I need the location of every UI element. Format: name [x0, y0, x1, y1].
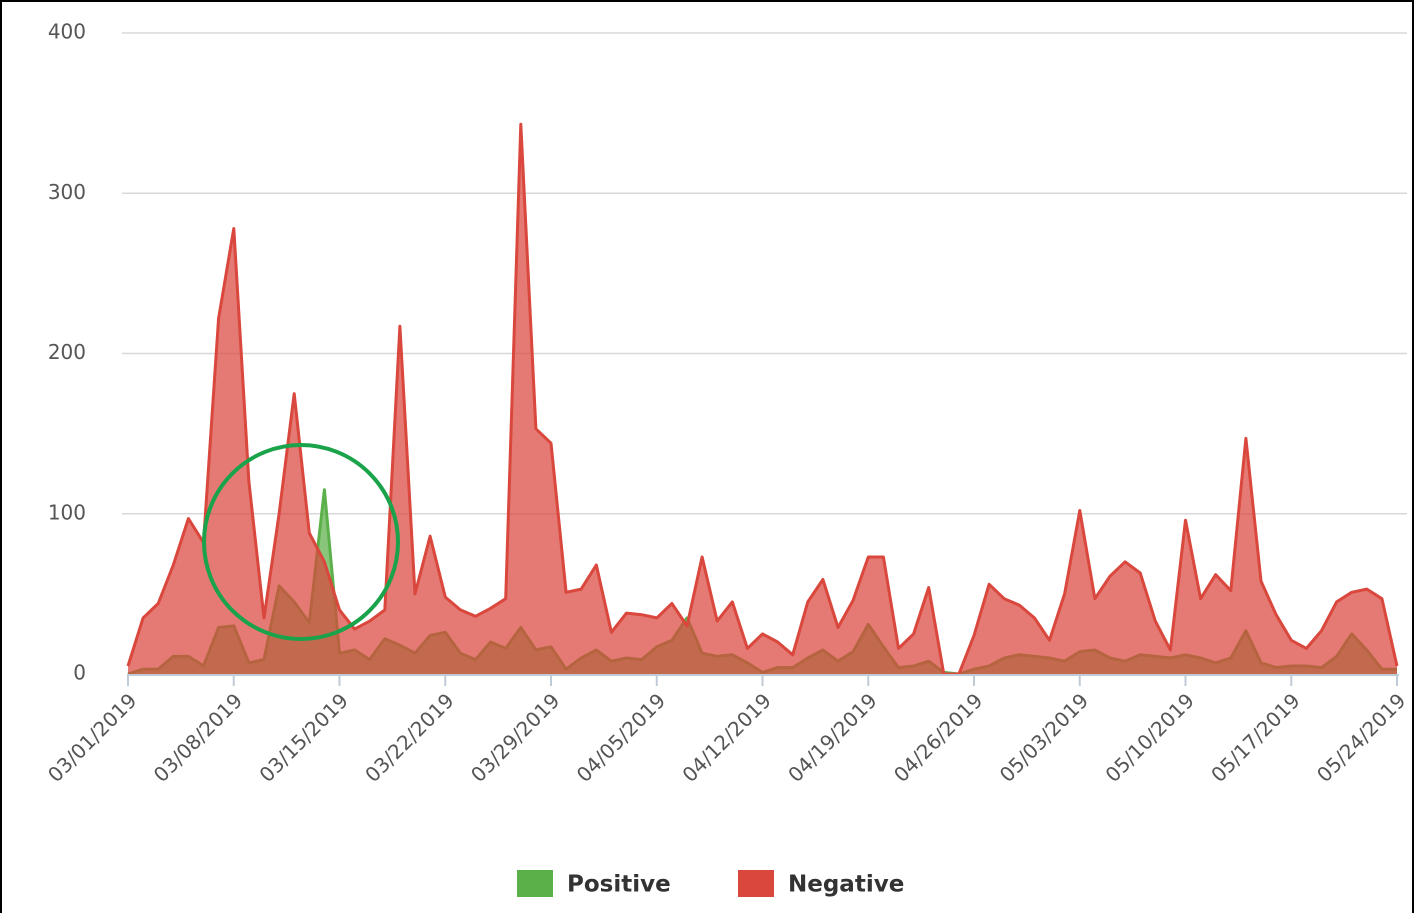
highlight-circle	[202, 443, 400, 641]
series-line	[126, 122, 1399, 676]
legend-swatch	[517, 870, 553, 897]
legend-label: Positive	[567, 872, 671, 898]
y-tick-label: 100	[48, 500, 86, 524]
y-tick-label: 300	[48, 180, 86, 204]
area	[128, 124, 1397, 675]
y-tick-label: 400	[48, 20, 86, 44]
y-tick-label: 0	[73, 661, 86, 685]
legend-swatch	[738, 870, 774, 897]
y-tick-label: 200	[48, 340, 86, 364]
legend-label: Negative	[788, 872, 904, 898]
